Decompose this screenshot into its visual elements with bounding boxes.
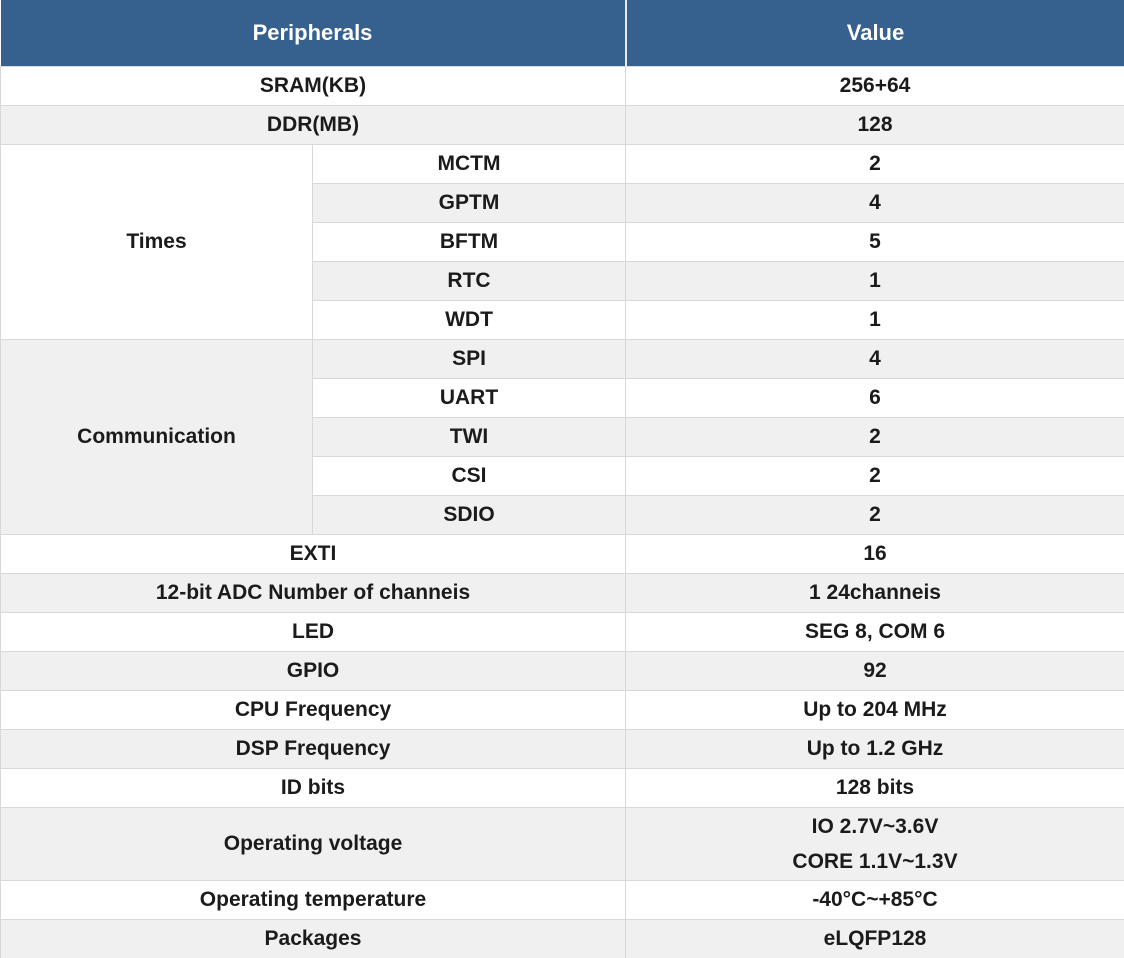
group-cell-times: Times <box>0 144 313 340</box>
row-value: 2 <box>625 144 1124 184</box>
row-label: Operating voltage <box>0 807 626 881</box>
row-label: GPIO <box>0 651 626 691</box>
row-value: 4 <box>625 183 1124 223</box>
row-gptm: GPTM 4 <box>1 183 1124 223</box>
row-label: BFTM <box>312 222 626 262</box>
row-value: 4 <box>625 339 1124 379</box>
voltage-line-io: IO 2.7V~3.6V <box>811 815 939 838</box>
row-value: 16 <box>625 534 1124 574</box>
row-label: SPI <box>312 339 626 379</box>
row-value: 1 <box>625 300 1124 340</box>
row-label: MCTM <box>312 144 626 184</box>
row-label: LED <box>0 612 626 652</box>
row-value: IO 2.7V~3.6V CORE 1.1V~1.3V <box>625 807 1124 881</box>
row-rtc: RTC 1 <box>1 261 1124 301</box>
row-sram: SRAM(KB) 256+64 <box>0 66 1124 106</box>
row-label: CSI <box>312 456 626 496</box>
row-operating-voltage: Operating voltage IO 2.7V~3.6V CORE 1.1V… <box>0 807 1124 881</box>
row-ddr: DDR(MB) 128 <box>0 105 1124 145</box>
row-value: 128 bits <box>625 768 1124 808</box>
row-label: SDIO <box>312 495 626 535</box>
row-dsp-frequency: DSP Frequency Up to 1.2 GHz <box>0 729 1124 769</box>
row-value: 256+64 <box>625 66 1124 106</box>
row-value: eLQFP128 <box>625 919 1124 958</box>
row-label: Packages <box>0 919 626 958</box>
group-cell-communication: Communication <box>0 339 313 535</box>
column-header-peripherals: Peripherals <box>0 0 626 67</box>
row-value: 92 <box>625 651 1124 691</box>
row-label: EXTI <box>0 534 626 574</box>
row-value: 1 <box>625 261 1124 301</box>
row-value: Up to 1.2 GHz <box>625 729 1124 769</box>
row-label: 12-bit ADC Number of channeis <box>0 573 626 613</box>
row-value: 2 <box>625 456 1124 496</box>
row-id-bits: ID bits 128 bits <box>0 768 1124 808</box>
row-label: WDT <box>312 300 626 340</box>
row-label: RTC <box>312 261 626 301</box>
row-value: 1 24channeis <box>625 573 1124 613</box>
row-gpio: GPIO 92 <box>0 651 1124 691</box>
row-exti: EXTI 16 <box>0 534 1124 574</box>
row-label: GPTM <box>312 183 626 223</box>
row-label: CPU Frequency <box>0 690 626 730</box>
row-sdio: SDIO 2 <box>1 495 1124 535</box>
row-operating-temperature: Operating temperature -40°C~+85°C <box>0 880 1124 920</box>
row-value: Up to 204 MHz <box>625 690 1124 730</box>
row-wdt: WDT 1 <box>1 300 1124 340</box>
row-value: 128 <box>625 105 1124 145</box>
row-label: TWI <box>312 417 626 457</box>
row-label: ID bits <box>0 768 626 808</box>
row-label: Operating temperature <box>0 880 626 920</box>
row-adc-channels: 12-bit ADC Number of channeis 1 24channe… <box>0 573 1124 613</box>
voltage-line-core: CORE 1.1V~1.3V <box>792 850 958 873</box>
row-label: SRAM(KB) <box>0 66 626 106</box>
row-uart: UART 6 <box>1 378 1124 418</box>
row-value: 5 <box>625 222 1124 262</box>
row-twi: TWI 2 <box>1 417 1124 457</box>
column-header-value: Value <box>624 0 1124 67</box>
row-csi: CSI 2 <box>1 456 1124 496</box>
row-bftm: BFTM 5 <box>1 222 1124 262</box>
row-cpu-frequency: CPU Frequency Up to 204 MHz <box>0 690 1124 730</box>
row-value: SEG 8, COM 6 <box>625 612 1124 652</box>
row-label: DSP Frequency <box>0 729 626 769</box>
row-label: UART <box>312 378 626 418</box>
row-led: LED SEG 8, COM 6 <box>0 612 1124 652</box>
row-packages: Packages eLQFP128 <box>0 919 1124 958</box>
row-mctm: Times MCTM 2 <box>0 144 1124 340</box>
row-value: 2 <box>625 417 1124 457</box>
row-spi: Communication SPI 4 <box>0 339 1124 535</box>
header-row: Peripherals Value <box>0 0 1124 67</box>
row-value: -40°C~+85°C <box>625 880 1124 920</box>
row-value: 6 <box>625 378 1124 418</box>
row-label: DDR(MB) <box>0 105 626 145</box>
row-value: 2 <box>625 495 1124 535</box>
